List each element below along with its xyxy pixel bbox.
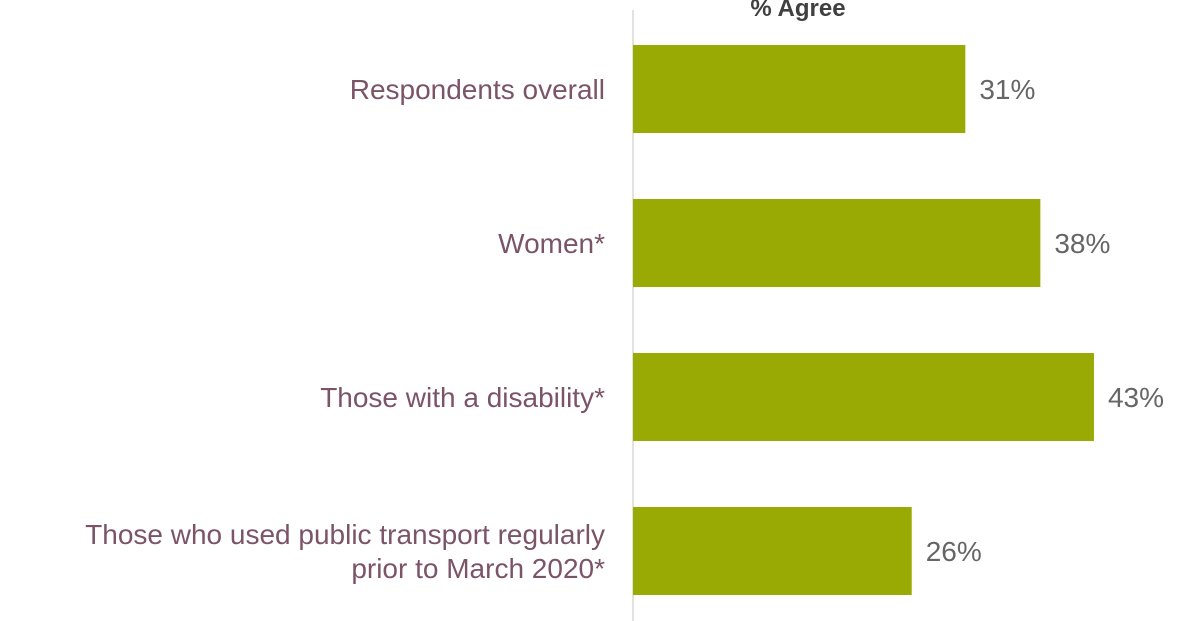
value-label-those-who-used-public-transport-regularly-prior-to-march-2020: 26% — [926, 536, 982, 567]
value-label-women: 38% — [1054, 228, 1110, 259]
category-label-respondents-overall: Respondents overall — [350, 74, 605, 105]
bar-women — [633, 199, 1041, 287]
bars-layer: 31% Respondents overall 38% Women* 43% Those … — [85, 45, 1164, 595]
value-label-those-with-a-disability: 43% — [1108, 382, 1164, 413]
bar-those-who-used-public-transport-regularly-prior-to-march-2020 — [633, 507, 912, 595]
bar-those-with-a-disability — [633, 353, 1094, 441]
category-label-those-who-used-public-transport-regularly-prior-to-march-2020-line-1: Those who used public transport regularl… — [85, 519, 605, 550]
chart-title: % Agree — [750, 0, 845, 22]
category-label-those-with-a-disability: Those with a disability* — [320, 382, 605, 413]
value-label-respondents-overall: 31% — [979, 74, 1035, 105]
category-label-women: Women* — [498, 228, 605, 259]
category-label-those-who-used-public-transport-regularly-prior-to-march-2020-line-2: prior to March 2020* — [351, 553, 605, 584]
bar-respondents-overall — [633, 45, 966, 133]
